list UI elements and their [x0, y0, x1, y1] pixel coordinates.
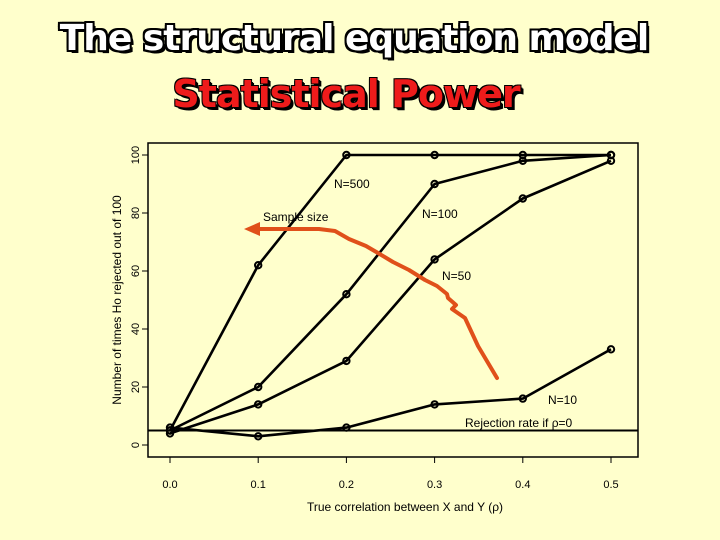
arrow-head	[244, 222, 260, 236]
y-tick-label: 60	[130, 265, 142, 277]
data-point	[254, 261, 263, 270]
x-tick-label: 0.0	[162, 479, 177, 491]
chart-points	[165, 150, 616, 441]
y-tick-label: 20	[130, 381, 142, 393]
data-point	[342, 150, 351, 160]
data-point	[518, 194, 527, 203]
data-point	[342, 290, 351, 299]
data-point	[518, 156, 527, 166]
page-subtitle: Statistical Power	[172, 72, 520, 116]
data-point	[430, 179, 439, 189]
plot-frame	[147, 142, 639, 458]
x-tick-label: 0.2	[339, 479, 354, 491]
series-line	[169, 153, 612, 432]
series-label-n10: N=10	[548, 393, 577, 407]
sample-size-annotation: Sample size	[263, 210, 329, 224]
y-tick-label: 0	[130, 442, 142, 448]
y-axis-label: Number of times Ho rejected out of 100	[110, 195, 124, 405]
y-tick-label: 40	[130, 323, 142, 335]
chart-axes: 0.0 0.1 0.2 0.3 0.4 0.5 0 20 40 60 80 100	[130, 142, 639, 491]
data-point	[606, 345, 616, 354]
x-tick-label: 0.1	[251, 479, 266, 491]
data-point	[254, 400, 263, 409]
y-tick-label: 80	[130, 207, 142, 219]
reference-line-label: Rejection rate if ρ=0	[465, 416, 573, 430]
data-point	[430, 150, 439, 160]
series-label-n100: N=100	[422, 207, 458, 221]
series-label-n500: N=500	[334, 177, 370, 191]
page-title: The structural equation model	[59, 18, 650, 59]
data-point	[165, 423, 175, 432]
x-tick-label: 0.3	[427, 479, 442, 491]
data-point	[430, 400, 439, 409]
data-point	[342, 423, 351, 432]
series-line	[169, 159, 612, 435]
series-line	[168, 153, 611, 432]
y-tick-label: 100	[130, 146, 142, 164]
data-point	[430, 255, 439, 264]
data-point	[165, 426, 175, 435]
data-point	[518, 394, 527, 403]
x-tick-label: 0.5	[603, 479, 618, 491]
chart-labels: True correlation between X and Y (ρ) Num…	[110, 177, 577, 514]
chart-series-lines	[168, 153, 612, 438]
arrow-shaft	[256, 227, 499, 380]
series-label-n50: N=50	[442, 269, 471, 283]
data-point	[606, 156, 616, 166]
data-point	[342, 356, 351, 366]
x-tick-label: 0.4	[515, 479, 530, 491]
x-axis-label: True correlation between X and Y (ρ)	[307, 500, 503, 514]
data-point	[254, 432, 263, 441]
series-line	[169, 348, 612, 438]
sample-size-arrow	[244, 222, 499, 380]
data-point	[254, 382, 263, 392]
